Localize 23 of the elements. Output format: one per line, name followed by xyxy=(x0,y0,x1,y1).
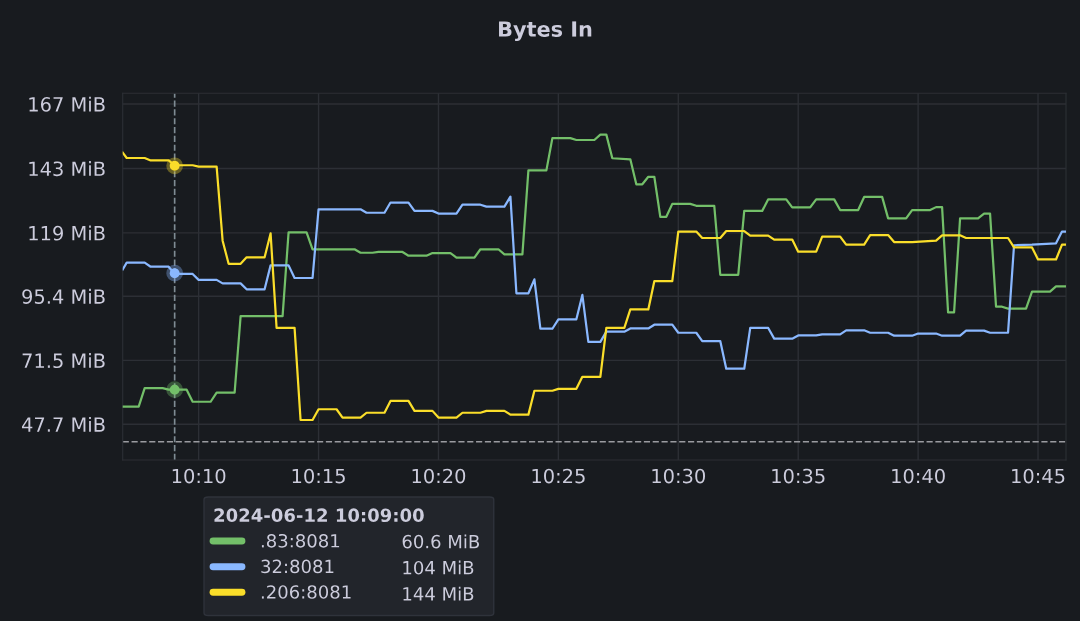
text: 144 MiB xyxy=(403,586,474,601)
legend-label: 32:8081 xyxy=(261,559,334,574)
x-tick-label: 10:40 xyxy=(892,468,945,484)
line-series xyxy=(122,195,1066,370)
legend-label: .206:8081 xyxy=(261,585,351,599)
y-tick-label: 47.7 MiB xyxy=(21,416,105,432)
x-tick-label: 10:15 xyxy=(292,468,345,484)
text: 104 MiB xyxy=(403,560,474,575)
x-tick-label: 10:20 xyxy=(412,468,466,484)
y-tick-label: 71.5 MiB xyxy=(22,353,105,369)
x-tick-label: 10:35 xyxy=(772,468,825,484)
legend-title: 2024-06-12 10:09:00 xyxy=(214,508,424,523)
x-tick-label: 10:25 xyxy=(532,468,585,484)
x-tick-label: 10:10 xyxy=(172,468,226,484)
y-tick-label: 119 MiB xyxy=(29,225,105,241)
legend-label: .83:8081 xyxy=(261,533,340,548)
x-tick-label: 10:30 xyxy=(652,468,706,484)
y-tick-label: 143 MiB xyxy=(29,161,105,177)
text: 60.6 MiB xyxy=(402,534,480,549)
y-tick-label: 95.4 MiB xyxy=(22,288,105,304)
chart-title: Bytes In xyxy=(499,21,592,42)
x-tick-label: 10:45 xyxy=(1012,468,1065,484)
y-tick-label: 167 MiB xyxy=(29,96,105,112)
